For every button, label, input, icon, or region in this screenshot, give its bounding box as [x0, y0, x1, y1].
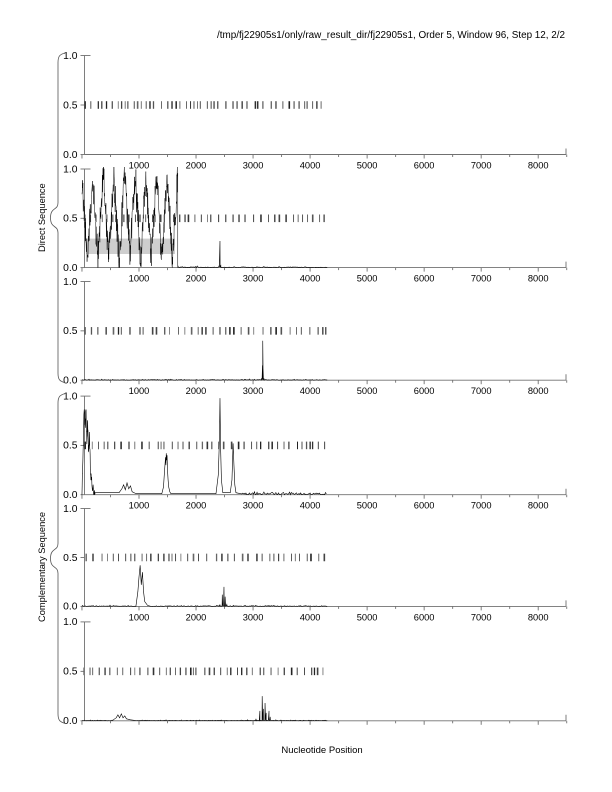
svg-text:4000: 4000	[300, 386, 321, 396]
svg-text:6000: 6000	[414, 161, 435, 171]
svg-text:6000: 6000	[414, 501, 435, 511]
svg-text:0.0: 0.0	[63, 602, 78, 613]
svg-text:1000: 1000	[129, 161, 150, 171]
svg-text:0.0: 0.0	[63, 716, 78, 727]
svg-text:2000: 2000	[186, 161, 207, 171]
svg-text:2000: 2000	[186, 274, 207, 284]
svg-text:0.5: 0.5	[63, 214, 78, 225]
svg-text:0.0: 0.0	[63, 263, 78, 274]
svg-text:0.5: 0.5	[63, 441, 78, 452]
svg-text:6000: 6000	[414, 386, 435, 396]
svg-text:1.0: 1.0	[63, 277, 78, 288]
svg-text:3000: 3000	[243, 161, 264, 171]
svg-text:0.5: 0.5	[63, 326, 78, 337]
svg-text:5000: 5000	[357, 161, 378, 171]
svg-text:0.5: 0.5	[63, 553, 78, 564]
svg-text:6000: 6000	[414, 274, 435, 284]
svg-text:2000: 2000	[186, 612, 207, 622]
svg-text:4000: 4000	[300, 501, 321, 511]
svg-text:7000: 7000	[471, 274, 492, 284]
svg-text:2000: 2000	[186, 501, 207, 511]
svg-text:5000: 5000	[357, 274, 378, 284]
svg-text:5000: 5000	[357, 501, 378, 511]
svg-text:6000: 6000	[414, 612, 435, 622]
svg-text:3000: 3000	[243, 386, 264, 396]
svg-text:1.0: 1.0	[63, 164, 78, 175]
svg-text:5000: 5000	[357, 612, 378, 622]
svg-text:0.0: 0.0	[63, 490, 78, 501]
svg-text:7000: 7000	[471, 161, 492, 171]
svg-text:0.5: 0.5	[63, 100, 78, 111]
svg-text:4000: 4000	[300, 161, 321, 171]
svg-text:4000: 4000	[300, 274, 321, 284]
svg-text:3000: 3000	[243, 501, 264, 511]
svg-text:3000: 3000	[243, 612, 264, 622]
svg-text:5000: 5000	[357, 386, 378, 396]
svg-text:7000: 7000	[471, 386, 492, 396]
svg-text:2000: 2000	[186, 386, 207, 396]
svg-text:4000: 4000	[300, 612, 321, 622]
svg-text:7000: 7000	[471, 501, 492, 511]
svg-text:1000: 1000	[129, 612, 150, 622]
svg-text:7000: 7000	[471, 612, 492, 622]
svg-text:8000: 8000	[528, 161, 549, 171]
svg-text:0.0: 0.0	[63, 376, 78, 387]
svg-text:1.0: 1.0	[63, 617, 78, 628]
svg-text:0.0: 0.0	[63, 150, 78, 161]
svg-text:8000: 8000	[528, 612, 549, 622]
svg-text:1000: 1000	[129, 274, 150, 284]
svg-text:0.5: 0.5	[63, 667, 78, 678]
svg-text:1000: 1000	[129, 501, 150, 511]
svg-text:1000: 1000	[129, 386, 150, 396]
svg-text:3000: 3000	[243, 274, 264, 284]
svg-text:8000: 8000	[528, 501, 549, 511]
svg-text:8000: 8000	[528, 274, 549, 284]
svg-text:8000: 8000	[528, 386, 549, 396]
svg-text:1.0: 1.0	[63, 504, 78, 515]
